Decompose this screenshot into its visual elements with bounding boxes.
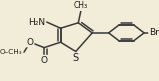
- Text: H₂N: H₂N: [28, 17, 45, 26]
- Text: O: O: [27, 38, 34, 47]
- Text: O: O: [41, 56, 48, 65]
- Text: Br: Br: [149, 28, 159, 37]
- Text: S: S: [73, 53, 79, 63]
- Text: O–CH₃: O–CH₃: [0, 49, 23, 55]
- Text: CH₃: CH₃: [74, 1, 88, 10]
